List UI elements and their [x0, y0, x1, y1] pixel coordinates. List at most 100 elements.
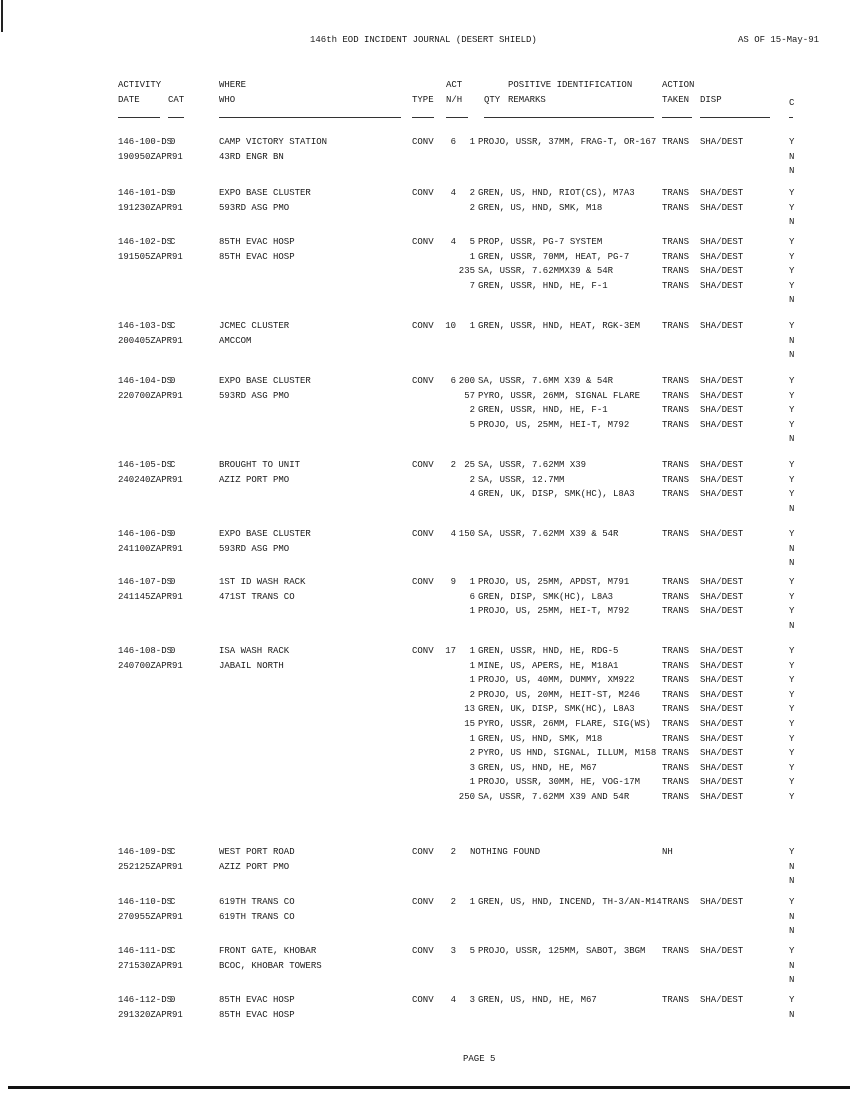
incident-number: 146-105-DS [118, 460, 173, 470]
item-quantity: 1 [469, 321, 475, 331]
c-flag: N [789, 861, 795, 872]
disposition: SHA/DEST [700, 646, 744, 656]
header-disp: DISP [700, 95, 722, 105]
item-quantity: 150 [458, 529, 475, 539]
date-time-group: 252125ZAPR91 [118, 861, 183, 872]
incident-number: 146-101-DS [118, 188, 173, 198]
header-who: WHO [219, 95, 236, 105]
category: C [170, 847, 176, 857]
action-taken: TRANS [662, 762, 690, 773]
disposition: SHA/DEST [700, 529, 744, 539]
location: 85TH EVAC HOSP [219, 995, 295, 1005]
item-quantity: 15 [464, 719, 475, 729]
c-flag: N [789, 217, 795, 228]
item-remarks: PROJO, USSR, 37MM, FRAG-T, OR-167 [478, 137, 657, 147]
item-remarks: GREN, US, HND, SMK, M18 [478, 202, 603, 213]
action-taken: TRANS [662, 733, 690, 744]
ordnance-type: CONV [412, 577, 434, 587]
date-time-group: 241100ZAPR91 [118, 543, 183, 554]
category: C [170, 946, 176, 956]
c-flag: N [789, 503, 795, 514]
disposition: SHA/DEST [700, 733, 744, 744]
as-of-date: AS OF 15-May-91 [738, 35, 820, 45]
date-time-group: 200405ZAPR91 [118, 335, 183, 346]
page-number: PAGE 5 [463, 1054, 496, 1064]
date-time-group: 191505ZAPR91 [118, 251, 183, 262]
action-taken: NH [662, 847, 673, 857]
c-flag: Y [789, 675, 795, 686]
category: 0 [170, 137, 176, 147]
item-quantity: 200 [458, 376, 475, 386]
disposition: SHA/DEST [700, 689, 744, 700]
location: 619TH TRANS CO [219, 897, 295, 907]
header-positive-id: POSITIVE IDENTIFICATION [508, 80, 633, 90]
requesting-unit: 593RD ASG PMO [219, 543, 290, 554]
location: 1ST ID WASH RACK [219, 577, 306, 587]
c-flag: Y [789, 266, 795, 277]
item-quantity: 3 [469, 762, 475, 773]
header-remarks: REMARKS [508, 95, 546, 105]
item-remarks: GREN, USSR, 70MM, HEAT, PG-7 [478, 251, 630, 262]
category: 0 [170, 577, 176, 587]
action-taken: TRANS [662, 897, 690, 907]
action-taken: TRANS [662, 405, 690, 416]
item-remarks: SA, USSR, 7.6MM X39 & 54R [478, 376, 614, 386]
location: CAMP VICTORY STATION [219, 137, 328, 147]
disposition: SHA/DEST [700, 390, 744, 401]
ordnance-type: CONV [412, 946, 434, 956]
item-remarks: PYRO, USSR, 26MM, SIGNAL FLARE [478, 390, 641, 401]
c-flag: Y [789, 777, 795, 788]
man-hours: 6 [450, 137, 456, 147]
c-flag: Y [789, 321, 795, 331]
item-quantity: 6 [469, 591, 475, 602]
rule-segment [168, 117, 184, 118]
item-remarks: GREN, US, HND, HE, M67 [478, 995, 597, 1005]
item-remarks: PROJO, US, 25MM, APDST, M791 [478, 577, 630, 587]
incident-number: 146-109-DS [118, 847, 173, 857]
action-taken: TRANS [662, 251, 690, 262]
action-taken: TRANS [662, 237, 690, 247]
c-flag: Y [789, 733, 795, 744]
date-time-group: 220700ZAPR91 [118, 390, 183, 401]
disposition: SHA/DEST [700, 675, 744, 686]
scan-edge-mark [1, 0, 3, 32]
item-remarks: PROJO, USSR, 30MM, HE, VOG-17M [478, 777, 641, 788]
action-taken: TRANS [662, 266, 690, 277]
rule-segment [412, 117, 434, 118]
action-taken: TRANS [662, 591, 690, 602]
c-flag: N [789, 166, 795, 177]
c-flag: Y [789, 489, 795, 500]
c-flag: Y [789, 847, 795, 857]
disposition: SHA/DEST [700, 237, 744, 247]
item-quantity: 2 [469, 405, 475, 416]
action-taken: TRANS [662, 777, 690, 788]
action-taken: TRANS [662, 202, 690, 213]
item-remarks: MINE, US, APERS, HE, M18A1 [478, 660, 619, 671]
disposition: SHA/DEST [700, 946, 744, 956]
item-remarks: SA, USSR, 7.62MMX39 & 54R [478, 266, 614, 277]
c-flag: Y [789, 748, 795, 759]
location: WEST PORT ROAD [219, 847, 295, 857]
category: 0 [170, 529, 176, 539]
man-hours: 2 [450, 897, 456, 907]
requesting-unit: AMCCOM [219, 335, 252, 346]
c-flag: N [789, 558, 795, 569]
rule-segment [700, 117, 770, 118]
c-flag: Y [789, 390, 795, 401]
c-flag: N [789, 350, 795, 361]
item-remarks: PROJO, US, 20MM, HEIT-ST, M246 [478, 689, 641, 700]
date-time-group: 191230ZAPR91 [118, 202, 183, 213]
item-remarks: GREN, USSR, HND, HE, RDG-5 [478, 646, 619, 656]
man-hours: 2 [450, 847, 456, 857]
disposition: SHA/DEST [700, 405, 744, 416]
item-remarks: GREN, USSR, HND, HEAT, RGK-3EM [478, 321, 641, 331]
incident-number: 146-102-DS [118, 237, 173, 247]
disposition: SHA/DEST [700, 266, 744, 277]
c-flag: Y [789, 606, 795, 617]
ordnance-type: CONV [412, 847, 434, 857]
incident-number: 146-111-DS [118, 946, 173, 956]
ordnance-type: CONV [412, 529, 434, 539]
c-flag: Y [789, 660, 795, 671]
action-taken: TRANS [662, 748, 690, 759]
